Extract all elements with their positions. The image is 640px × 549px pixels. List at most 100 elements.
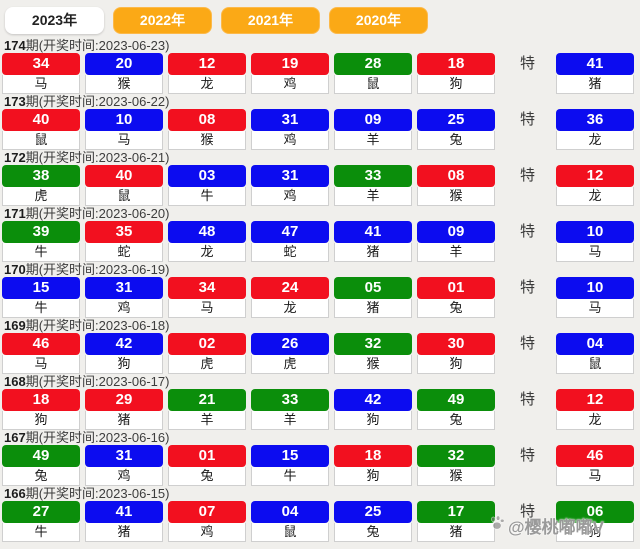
number-ball: 18 — [334, 445, 412, 467]
zodiac-label: 猴 — [168, 131, 246, 150]
special-marker: 特 — [519, 447, 536, 464]
zodiac-label: 鸡 — [251, 187, 329, 206]
draw-period: 169 — [4, 318, 26, 333]
balls-row: 18 狗 29 猪 21 羊 33 羊 42 狗 49 兔特 12 龙 — [2, 389, 640, 430]
zodiac-label: 牛 — [168, 187, 246, 206]
zodiac-label: 鸡 — [251, 131, 329, 150]
number-ball: 40 — [85, 165, 163, 187]
zodiac-label: 鼠 — [2, 131, 80, 150]
number-ball: 21 — [168, 389, 246, 411]
number-ball: 17 — [417, 501, 495, 523]
zodiac-label: 鼠 — [556, 355, 634, 374]
zodiac-label: 马 — [2, 75, 80, 94]
balls-row: 38 虎 40 鼠 03 牛 31 鸡 33 羊 08 猴特 12 龙 — [2, 165, 640, 206]
zodiac-label: 狗 — [334, 467, 412, 486]
number-ball: 24 — [251, 277, 329, 299]
draw-time: 期(开奖时间:2023-06-17) — [25, 374, 170, 389]
number-ball: 33 — [334, 165, 412, 187]
number-cell: 35 蛇 — [85, 221, 163, 262]
number-ball: 03 — [168, 165, 246, 187]
special-marker: 特 — [519, 55, 536, 72]
draw-label: 168期(开奖时间:2023-06-17) — [4, 374, 640, 389]
number-ball: 48 — [168, 221, 246, 243]
number-cell: 47 蛇 — [251, 221, 329, 262]
balls-row: 49 兔 31 鸡 01 兔 15 牛 18 狗 32 猴特 46 马 — [2, 445, 640, 486]
zodiac-label: 蛇 — [85, 243, 163, 262]
special-marker: 特 — [519, 167, 536, 184]
number-ball: 49 — [2, 445, 80, 467]
number-cell: 34 马 — [168, 277, 246, 318]
zodiac-label: 虎 — [2, 187, 80, 206]
draw-row: 173期(开奖时间:2023-06-22) 40 鼠 10 马 08 猴 31 鸡 09 羊 25 兔特… — [2, 94, 640, 150]
balls-row: 34 马 20 猴 12 龙 19 鸡 28 鼠 18 狗特 41 猪 — [2, 53, 640, 94]
special-number-cell: 04 鼠 — [556, 333, 634, 374]
special-marker: 特 — [519, 503, 536, 520]
number-cell: 25 兔 — [417, 109, 495, 150]
zodiac-label: 猴 — [417, 467, 495, 486]
number-cell: 01 兔 — [168, 445, 246, 486]
zodiac-label: 马 — [168, 299, 246, 318]
zodiac-label: 鼠 — [251, 523, 329, 542]
number-cell: 39 牛 — [2, 221, 80, 262]
tab-2021[interactable]: 2021年 — [221, 6, 320, 34]
number-ball: 15 — [2, 277, 80, 299]
number-ball: 40 — [2, 109, 80, 131]
balls-row: 46 马 42 狗 02 虎 26 虎 32 猴 30 狗特 04 鼠 — [2, 333, 640, 374]
zodiac-label: 鸡 — [85, 467, 163, 486]
number-ball: 33 — [251, 389, 329, 411]
number-ball: 34 — [168, 277, 246, 299]
zodiac-label: 龙 — [168, 75, 246, 94]
number-ball: 42 — [85, 333, 163, 355]
zodiac-label: 狗 — [2, 411, 80, 430]
zodiac-label: 马 — [556, 299, 634, 318]
number-cell: 19 鸡 — [251, 53, 329, 94]
special-marker: 特 — [519, 223, 536, 240]
tab-2023[interactable]: 2023年 — [5, 6, 104, 34]
number-cell: 38 虎 — [2, 165, 80, 206]
number-ball: 31 — [85, 277, 163, 299]
tab-2020[interactable]: 2020年 — [329, 6, 428, 34]
zodiac-label: 牛 — [2, 523, 80, 542]
number-ball: 12 — [556, 389, 634, 411]
zodiac-label: 鸡 — [168, 523, 246, 542]
number-cell: 40 鼠 — [2, 109, 80, 150]
number-cell: 41 猪 — [334, 221, 412, 262]
number-ball: 12 — [168, 53, 246, 75]
number-ball: 02 — [168, 333, 246, 355]
draw-label: 170期(开奖时间:2023-06-19) — [4, 262, 640, 277]
zodiac-label: 狗 — [417, 355, 495, 374]
number-ball: 49 — [417, 389, 495, 411]
draw-row: 167期(开奖时间:2023-06-16) 49 兔 31 鸡 01 兔 15 牛 18 狗 32 猴特… — [2, 430, 640, 486]
number-cell: 18 狗 — [2, 389, 80, 430]
zodiac-label: 牛 — [2, 299, 80, 318]
balls-row: 15 牛 31 鸡 34 马 24 龙 05 猪 01 兔特 10 马 — [2, 277, 640, 318]
special-marker: 特 — [519, 279, 536, 296]
zodiac-label: 猪 — [417, 523, 495, 542]
number-ball: 10 — [556, 221, 634, 243]
number-cell: 31 鸡 — [251, 165, 329, 206]
tab-2022[interactable]: 2022年 — [113, 6, 212, 34]
balls-row: 27 牛 41 猪 07 鸡 04 鼠 25 兔 17 猪特 06 狗 — [2, 501, 640, 542]
number-ball: 31 — [85, 445, 163, 467]
number-ball: 01 — [168, 445, 246, 467]
draw-row: 171期(开奖时间:2023-06-20) 39 牛 35 蛇 48 龙 47 蛇 41 猪 09 羊特… — [2, 206, 640, 262]
number-cell: 31 鸡 — [85, 445, 163, 486]
number-cell: 31 鸡 — [251, 109, 329, 150]
zodiac-label: 猪 — [85, 523, 163, 542]
draw-period: 170 — [4, 262, 26, 277]
number-ball: 32 — [334, 333, 412, 355]
zodiac-label: 鼠 — [334, 75, 412, 94]
draw-period: 174 — [4, 38, 26, 53]
number-cell: 18 狗 — [417, 53, 495, 94]
special-number-cell: 10 马 — [556, 221, 634, 262]
zodiac-label: 狗 — [417, 75, 495, 94]
draw-time: 期(开奖时间:2023-06-19) — [25, 262, 170, 277]
number-ball: 30 — [417, 333, 495, 355]
number-cell: 32 猴 — [417, 445, 495, 486]
zodiac-label: 羊 — [251, 411, 329, 430]
number-ball: 46 — [2, 333, 80, 355]
number-ball: 38 — [2, 165, 80, 187]
draw-time: 期(开奖时间:2023-06-20) — [25, 206, 170, 221]
draw-time: 期(开奖时间:2023-06-22) — [25, 94, 170, 109]
number-cell: 49 兔 — [2, 445, 80, 486]
